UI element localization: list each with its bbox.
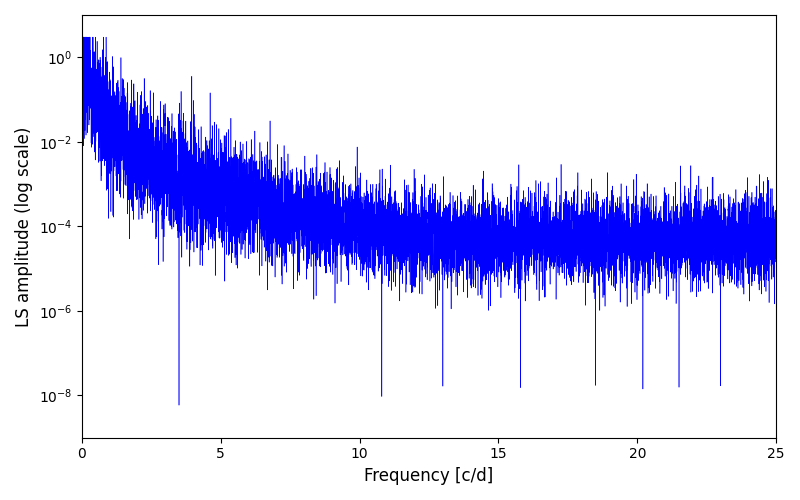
- X-axis label: Frequency [c/d]: Frequency [c/d]: [364, 467, 494, 485]
- Y-axis label: LS amplitude (log scale): LS amplitude (log scale): [15, 126, 33, 326]
